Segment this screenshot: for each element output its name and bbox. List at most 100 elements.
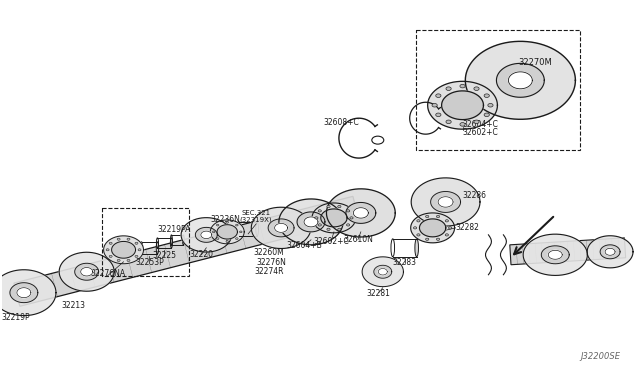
Polygon shape xyxy=(548,250,562,259)
Polygon shape xyxy=(81,267,93,276)
Polygon shape xyxy=(510,238,626,265)
Polygon shape xyxy=(523,234,588,275)
Ellipse shape xyxy=(212,231,215,233)
Polygon shape xyxy=(104,236,143,264)
Polygon shape xyxy=(312,203,356,233)
Text: 32283: 32283 xyxy=(393,258,417,267)
Text: 32225: 32225 xyxy=(152,251,177,260)
Polygon shape xyxy=(268,219,294,237)
Ellipse shape xyxy=(436,215,440,218)
Ellipse shape xyxy=(318,224,321,226)
Text: 32602+C: 32602+C xyxy=(463,128,499,137)
Text: 32274R: 32274R xyxy=(254,267,284,276)
Polygon shape xyxy=(428,81,497,129)
Ellipse shape xyxy=(350,217,353,219)
Polygon shape xyxy=(605,248,615,255)
Polygon shape xyxy=(279,199,343,245)
Ellipse shape xyxy=(446,120,451,124)
Polygon shape xyxy=(14,196,359,306)
Ellipse shape xyxy=(484,113,490,116)
Ellipse shape xyxy=(338,228,341,230)
Ellipse shape xyxy=(226,221,228,223)
Ellipse shape xyxy=(346,224,350,226)
Text: J32200SE: J32200SE xyxy=(580,352,620,362)
Ellipse shape xyxy=(445,220,449,222)
Polygon shape xyxy=(217,225,237,239)
Ellipse shape xyxy=(417,234,420,236)
Ellipse shape xyxy=(109,242,112,244)
Ellipse shape xyxy=(426,215,429,218)
Polygon shape xyxy=(75,263,99,280)
Ellipse shape xyxy=(170,238,172,248)
Ellipse shape xyxy=(117,259,120,262)
Ellipse shape xyxy=(106,249,109,251)
Text: 32219P: 32219P xyxy=(1,312,30,322)
Polygon shape xyxy=(419,219,446,237)
Ellipse shape xyxy=(474,87,479,90)
Ellipse shape xyxy=(413,227,417,229)
Polygon shape xyxy=(304,217,318,227)
Ellipse shape xyxy=(216,224,219,226)
Polygon shape xyxy=(59,252,114,291)
Ellipse shape xyxy=(432,103,437,107)
Polygon shape xyxy=(411,178,480,226)
Polygon shape xyxy=(252,207,311,248)
Polygon shape xyxy=(181,218,232,252)
Polygon shape xyxy=(587,236,633,268)
Polygon shape xyxy=(17,288,31,298)
Text: 32602+C: 32602+C xyxy=(313,237,349,246)
Ellipse shape xyxy=(127,259,130,262)
Ellipse shape xyxy=(417,220,420,222)
Ellipse shape xyxy=(135,242,138,244)
Polygon shape xyxy=(275,224,287,232)
Ellipse shape xyxy=(318,210,321,212)
Polygon shape xyxy=(0,270,56,315)
Polygon shape xyxy=(431,192,461,212)
Polygon shape xyxy=(374,265,392,278)
Text: 32213: 32213 xyxy=(61,301,86,310)
Ellipse shape xyxy=(236,238,238,240)
Ellipse shape xyxy=(315,217,318,219)
Polygon shape xyxy=(326,189,396,237)
Ellipse shape xyxy=(138,249,141,251)
Polygon shape xyxy=(211,220,244,244)
Ellipse shape xyxy=(182,235,184,245)
Polygon shape xyxy=(541,246,569,264)
Text: 32604+B: 32604+B xyxy=(286,241,322,250)
Polygon shape xyxy=(321,209,347,227)
Text: (32319X): (32319X) xyxy=(240,217,273,224)
Ellipse shape xyxy=(460,123,465,126)
Bar xyxy=(102,208,189,276)
Ellipse shape xyxy=(327,228,330,230)
Ellipse shape xyxy=(426,238,429,240)
Ellipse shape xyxy=(436,113,441,116)
Text: 32281: 32281 xyxy=(367,289,391,298)
Ellipse shape xyxy=(488,103,493,107)
Ellipse shape xyxy=(109,255,112,257)
Polygon shape xyxy=(438,197,453,207)
Bar xyxy=(415,31,580,150)
Ellipse shape xyxy=(236,224,238,226)
Polygon shape xyxy=(346,202,376,224)
Ellipse shape xyxy=(446,87,451,90)
Ellipse shape xyxy=(127,238,130,240)
Polygon shape xyxy=(362,257,403,287)
Polygon shape xyxy=(378,269,387,275)
Text: 32610N: 32610N xyxy=(343,235,372,244)
Polygon shape xyxy=(411,213,454,243)
Text: 32282: 32282 xyxy=(456,223,479,232)
Text: 32276NA: 32276NA xyxy=(90,269,125,278)
Text: 32270M: 32270M xyxy=(518,58,552,67)
Polygon shape xyxy=(353,208,369,218)
Polygon shape xyxy=(111,241,136,258)
Polygon shape xyxy=(10,283,38,303)
Polygon shape xyxy=(497,63,544,97)
Ellipse shape xyxy=(135,255,138,257)
Polygon shape xyxy=(297,212,325,232)
Ellipse shape xyxy=(226,241,228,242)
Polygon shape xyxy=(465,41,575,119)
Ellipse shape xyxy=(216,238,219,240)
Ellipse shape xyxy=(256,222,259,236)
Ellipse shape xyxy=(327,205,330,208)
Text: 32220: 32220 xyxy=(189,250,213,259)
